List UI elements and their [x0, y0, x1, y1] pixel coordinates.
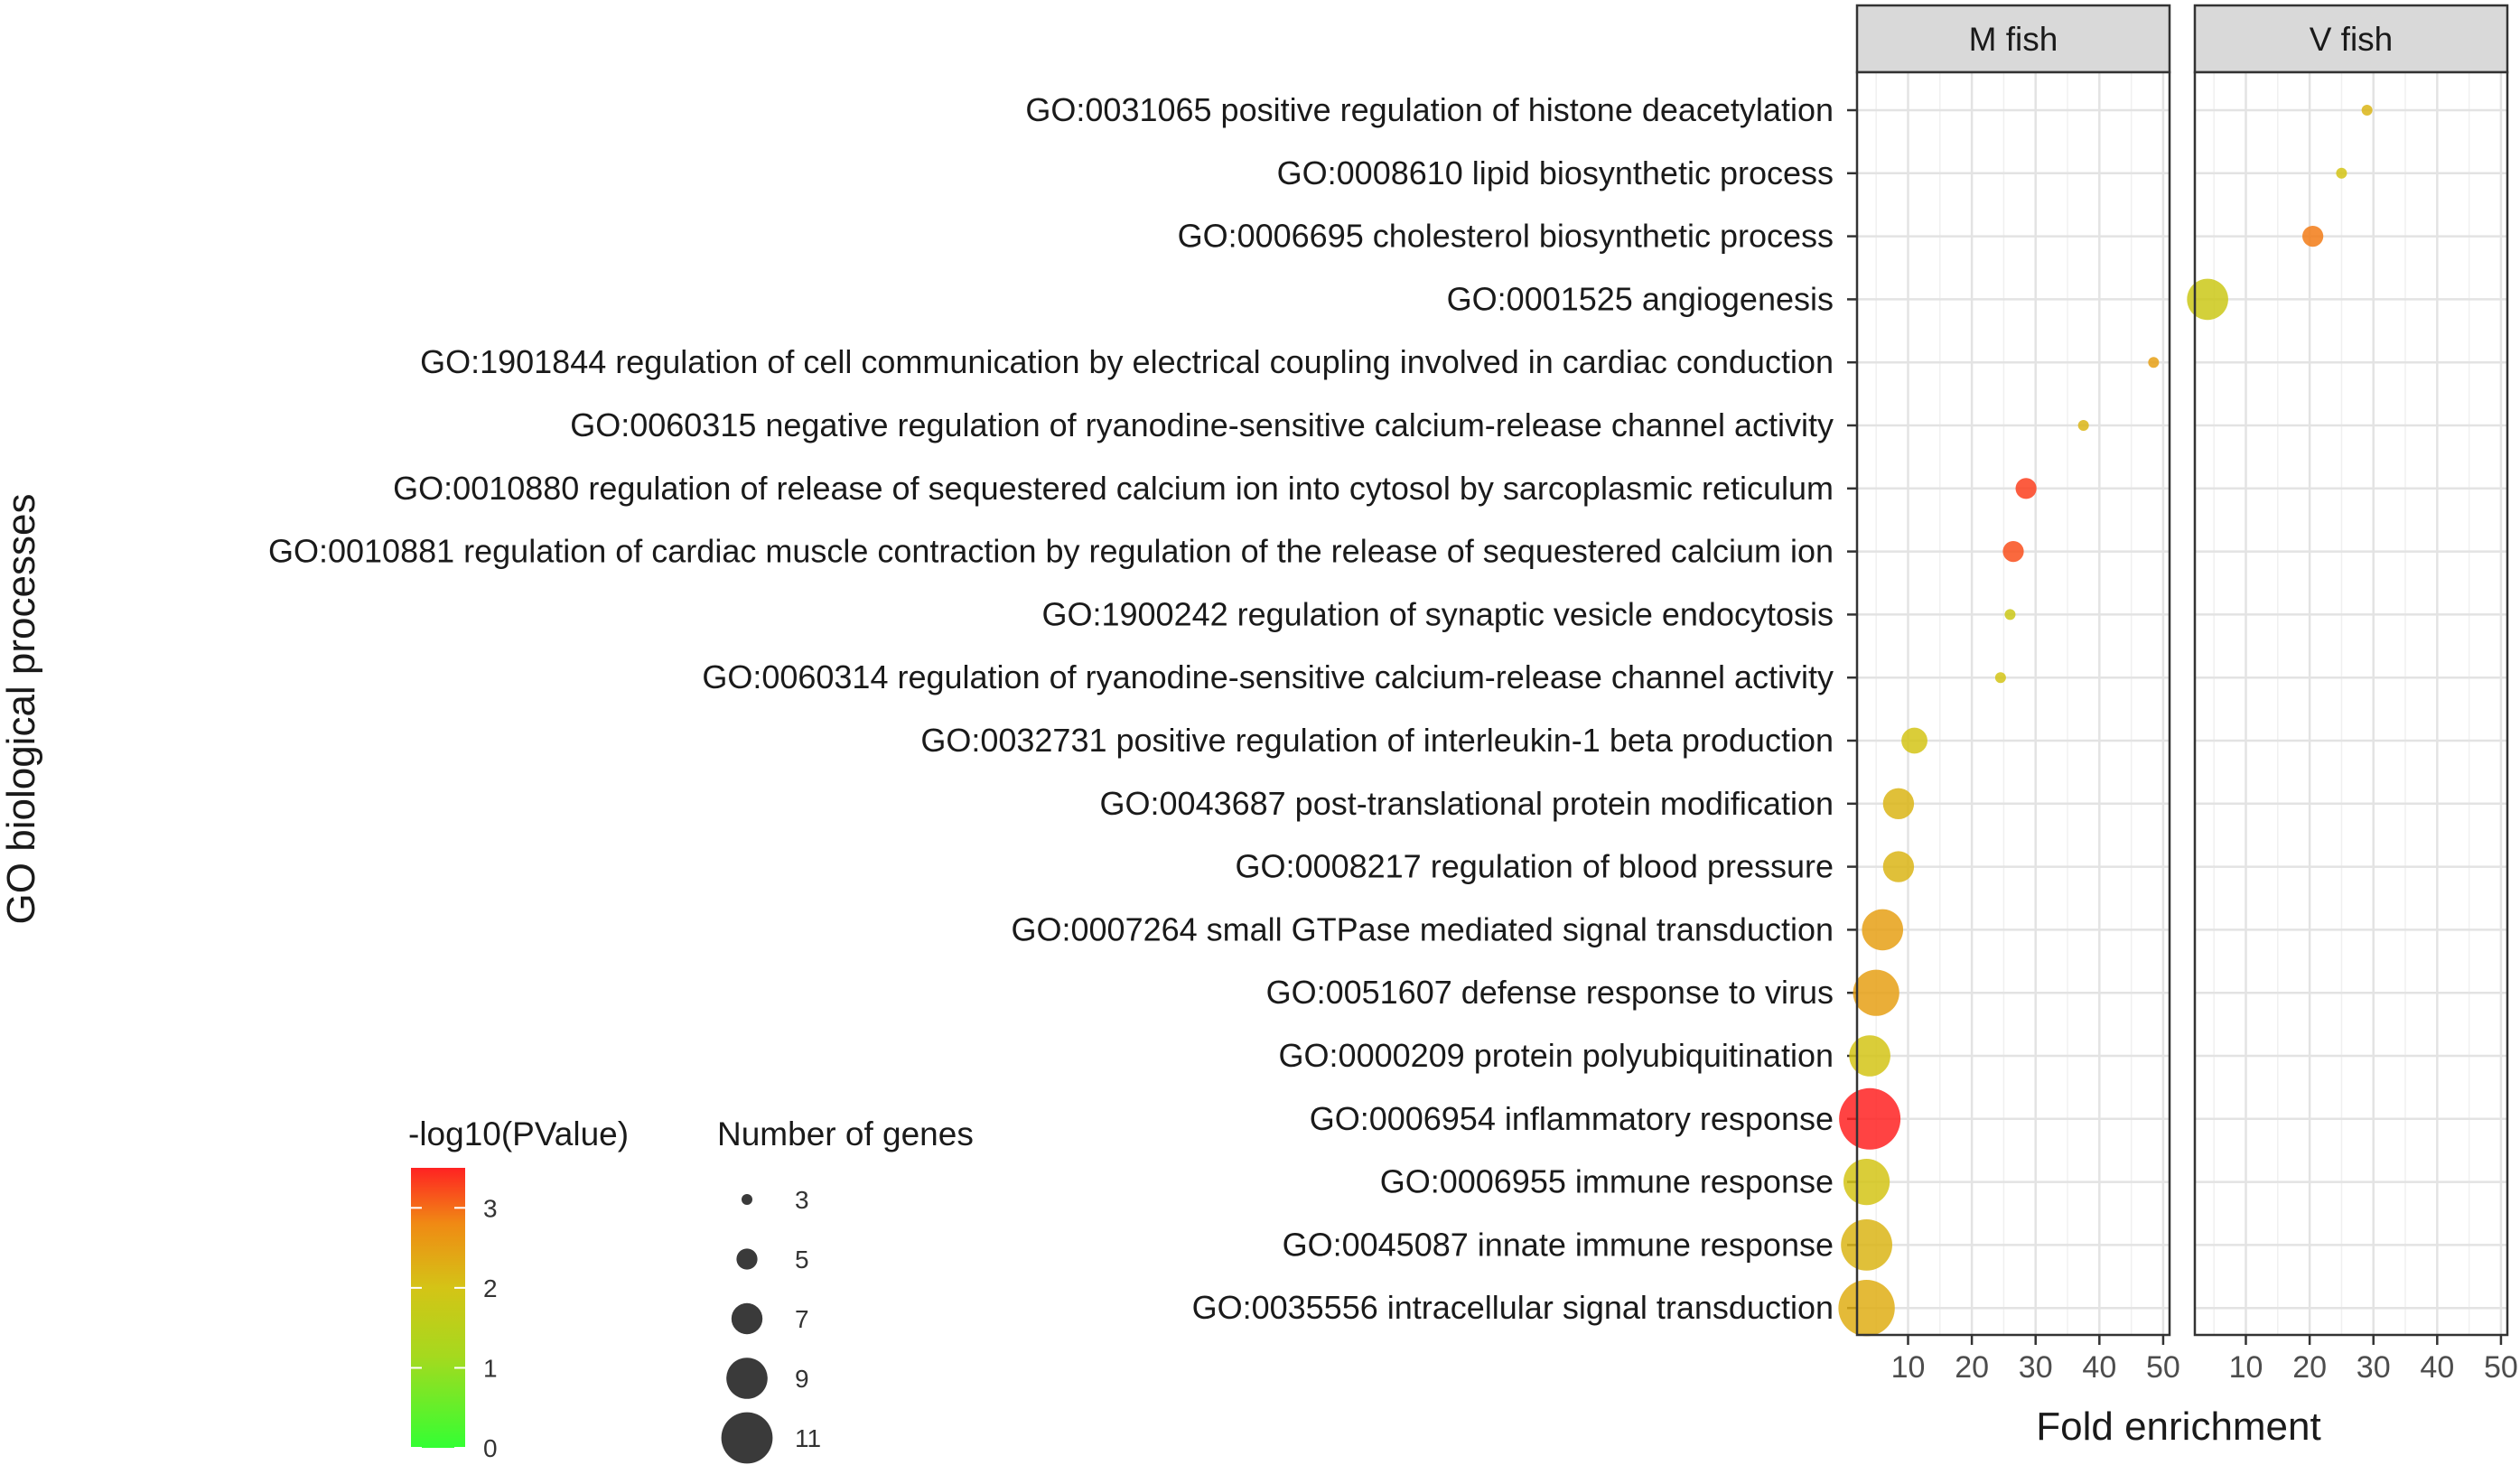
data-point [1853, 969, 1899, 1016]
size-legend-items: 3 5 7 9 11 [721, 1186, 821, 1464]
x-tick-label: 20 [1955, 1350, 1989, 1385]
size-legend-title: Number of genes [717, 1115, 974, 1152]
data-point [2336, 167, 2347, 179]
data-point [2187, 278, 2228, 321]
x-tick-label: 40 [2420, 1350, 2454, 1385]
data-point [2077, 420, 2089, 431]
data-point [1882, 788, 1915, 819]
data-point [1849, 1035, 1890, 1077]
panel-border [1855, 70, 2171, 1337]
category-label: GO:0008610 lipid biosynthetic process [1277, 154, 1834, 191]
color-legend-tick-label: 3 [483, 1194, 498, 1222]
data-point [2148, 357, 2160, 369]
color-legend: -log10(PValue) 0 1 2 3 [408, 1115, 629, 1462]
x-tick-label: 30 [2019, 1350, 2053, 1385]
size-legend-swatch [736, 1248, 758, 1270]
facet-strip [2193, 4, 2509, 74]
size-legend-label: 9 [795, 1365, 809, 1393]
size-legend-label: 7 [795, 1305, 809, 1333]
data-point [2002, 541, 2024, 563]
category-label: GO:0010881 regulation of cardiac muscle … [268, 533, 1834, 570]
size-legend-label: 3 [795, 1186, 809, 1214]
x-tick-label: 10 [1891, 1350, 1926, 1385]
x-tick-label: 50 [2146, 1350, 2180, 1385]
size-legend-swatch [742, 1194, 752, 1205]
y-axis-title: GO biological processes [0, 494, 43, 925]
category-label: GO:1901844 regulation of cell communicat… [420, 343, 1834, 380]
size-legend: Number of genes 3 5 7 9 11 [717, 1115, 974, 1464]
data-point [1882, 851, 1915, 882]
data-point [1838, 1280, 1895, 1337]
category-label: GO:0060315 negative regulation of ryanod… [570, 406, 1834, 443]
x-tick-label: 50 [2484, 1350, 2518, 1385]
size-legend-label: 11 [795, 1424, 821, 1452]
category-label: GO:0010880 regulation of release of sequ… [393, 470, 1834, 507]
category-label: GO:0051607 defense response to virus [1266, 974, 1834, 1011]
data-point [1841, 1219, 1892, 1271]
data-point [1862, 909, 1904, 951]
category-label: GO:1900242 regulation of synaptic vesicl… [1041, 595, 1834, 632]
category-label: GO:0043687 post-translational protein mo… [1100, 785, 1834, 822]
y-axis-category-labels: GO:0031065 positive regulation of histon… [268, 91, 1857, 1326]
data-point [2361, 105, 2373, 116]
category-label: GO:0006695 cholesterol biosynthetic proc… [1178, 218, 1834, 255]
size-legend-swatch [726, 1358, 768, 1399]
x-tick-label: 30 [2357, 1350, 2391, 1385]
size-legend-label: 5 [795, 1246, 809, 1274]
category-label: GO:0006954 inflammatory response [1310, 1100, 1834, 1137]
data-point [1994, 672, 2006, 684]
data-point [1843, 1159, 1890, 1206]
data-point [1901, 727, 1927, 754]
category-label: GO:0000209 protein polyubiquitination [1279, 1037, 1834, 1074]
panel-m-fish: M fish 10 20 30 40 50 [1838, 4, 2180, 1385]
category-label: GO:0031065 positive regulation of histon… [1025, 91, 1834, 128]
size-legend-swatch [731, 1302, 763, 1335]
color-legend-title: -log10(PValue) [408, 1115, 629, 1152]
x-tick-label: 10 [2229, 1350, 2263, 1385]
category-label: GO:0007264 small GTPase mediated signal … [1012, 910, 1834, 947]
color-legend-tick-label: 0 [483, 1434, 498, 1462]
category-label: GO:0060314 regulation of ryanodine-sensi… [702, 658, 1834, 695]
panel-border [2193, 70, 2509, 1337]
color-legend-bar [411, 1168, 465, 1448]
x-tick-label: 40 [2082, 1350, 2116, 1385]
facet-label: M fish [1969, 21, 2058, 58]
data-point [2004, 609, 2016, 621]
category-label: GO:0035556 intracellular signal transduc… [1192, 1289, 1834, 1326]
category-label: GO:0045087 innate immune response [1283, 1226, 1834, 1263]
facet-label: V fish [2310, 21, 2394, 58]
x-axis-title: Fold enrichment [2036, 1404, 2320, 1449]
x-tick-label: 20 [2292, 1350, 2327, 1385]
category-label: GO:0008217 regulation of blood pressure [1236, 848, 1834, 885]
category-label: GO:0032731 positive regulation of interl… [920, 722, 1834, 759]
panel-background [2195, 72, 2507, 1335]
size-legend-swatch [721, 1412, 773, 1464]
category-label: GO:0006955 immune response [1380, 1163, 1834, 1200]
color-legend-tick-label: 2 [483, 1274, 498, 1302]
data-point [2015, 478, 2037, 499]
facet-panels: M fish 10 20 30 40 50 V fish 10 20 30 40 50 [1838, 4, 2518, 1385]
category-label: GO:0001525 angiogenesis [1447, 280, 1834, 317]
color-legend-tick-label: 1 [483, 1354, 498, 1382]
panel-background [1857, 72, 2170, 1335]
data-point [2302, 226, 2324, 247]
data-point [1839, 1087, 1901, 1150]
color-legend-ticks: 0 1 2 3 [411, 1194, 498, 1462]
panel-v-fish: V fish 10 20 30 40 50 [2187, 4, 2518, 1385]
